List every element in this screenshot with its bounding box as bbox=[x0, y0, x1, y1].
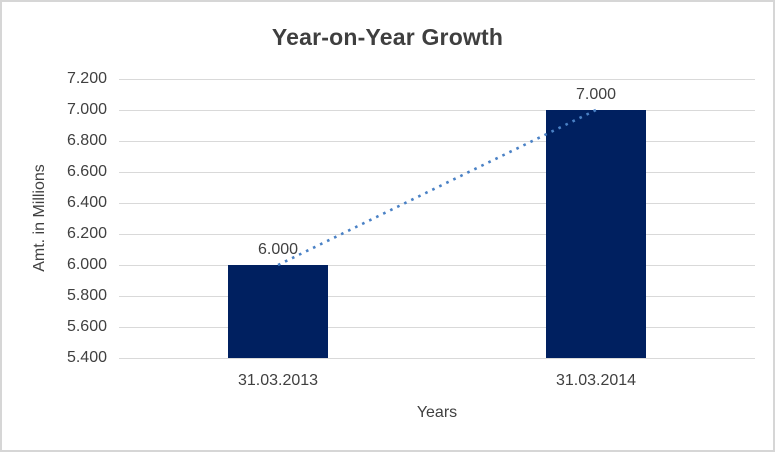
bar bbox=[546, 110, 646, 358]
y-tick-label: 6.000 bbox=[66, 256, 107, 273]
gridline bbox=[119, 358, 755, 359]
y-tick-label: 6.600 bbox=[66, 163, 107, 180]
chart-title: Year-on-Year Growth bbox=[271, 24, 504, 50]
y-tick-label: 6.800 bbox=[66, 132, 107, 149]
gridline bbox=[119, 296, 755, 297]
x-category-label: 31.03.2013 bbox=[237, 372, 319, 389]
gridline bbox=[119, 79, 755, 80]
y-tick-label: 6.200 bbox=[66, 225, 107, 242]
y-tick-label: 7.000 bbox=[66, 101, 107, 118]
y-tick-label: 5.600 bbox=[66, 318, 107, 335]
gridline bbox=[119, 203, 755, 204]
x-axis-title: Years bbox=[416, 404, 458, 421]
y-tick-label: 6.400 bbox=[66, 194, 107, 211]
plot-area: 6.000 7.000 bbox=[119, 79, 755, 359]
y-tick-label: 7.200 bbox=[66, 70, 107, 87]
y-tick-label: 5.800 bbox=[66, 287, 107, 304]
bar-value-label: 6.000 bbox=[257, 241, 299, 258]
gridline bbox=[119, 110, 755, 111]
gridline bbox=[119, 265, 755, 266]
x-category-label: 31.03.2014 bbox=[555, 372, 637, 389]
bar bbox=[228, 265, 328, 358]
y-tick-label: 5.400 bbox=[66, 349, 107, 366]
gridline bbox=[119, 234, 755, 235]
bar-value-label: 7.000 bbox=[575, 86, 617, 103]
trendline bbox=[277, 108, 597, 267]
y-axis-tick-labels: 7.200 7.000 6.800 6.600 6.400 6.200 6.000 5.800… bbox=[2, 70, 107, 366]
gridline bbox=[119, 327, 755, 328]
gridline bbox=[119, 172, 755, 173]
x-axis-category-labels: 31.03.2013 31.03.2014 bbox=[119, 372, 755, 394]
gridline bbox=[119, 141, 755, 142]
